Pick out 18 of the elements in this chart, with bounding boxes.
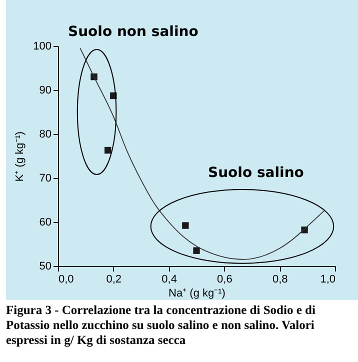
text: Suolo non salino [68,24,199,40]
y-tick-label: 50 [39,260,52,272]
text: Figura 3 - Correlazione tra la concentrazione di Sodio e di Potassio nello zucchino su suolo salino e non salino. Valori espressi in g/ Kg di sostanza secca [6,303,316,348]
x-tick-label: 0,6 [217,274,232,286]
line-series [80,48,324,260]
x-tick-label: 1,0 [320,274,336,286]
y-tick-label: 100 [33,40,52,52]
y-tick-label: 70 [39,172,52,184]
x-tick-label: 0,8 [272,274,288,286]
x-axis-title: Na⁺ (g kg⁻¹) [168,288,226,300]
x-tick-label: 0,4 [162,274,177,286]
y-axis-title: K⁺ (g kg⁻¹) [14,131,26,182]
annotation: Suolo salino [208,165,304,181]
x-tick-label: 0,0 [58,274,74,286]
y-tick-label: 80 [39,128,52,140]
y-tick-label: 60 [39,216,52,228]
x-tick-label: 0,2 [106,274,122,286]
y-tick-label: 90 [39,84,52,96]
